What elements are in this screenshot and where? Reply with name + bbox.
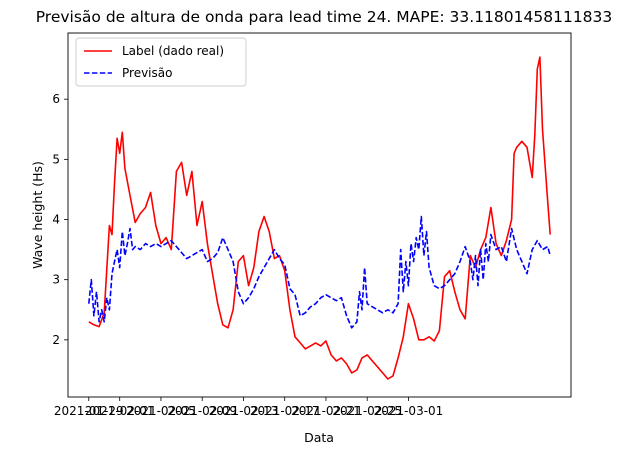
series-line-1 [88,215,551,329]
y-axis-ticks: 2 3 4 5 6 [52,92,68,347]
x-tick-label: 2021-02-09 [167,404,237,418]
x-axis-label: Data [304,430,334,445]
x-tick-label: 2021-01-29 [54,404,124,418]
x-tick-label: 2021-03-01 [374,404,444,418]
plot-frame [67,32,572,398]
chart-title: Previsão de altura de onda para lead tim… [36,8,613,26]
y-tick-label: 4 [52,213,60,227]
x-tick-label: 2021-02-17 [250,404,320,418]
y-axis-label: Wave height (Hs) [30,161,45,269]
legend-box [75,37,247,87]
legend-label-real: Label (dado real) [122,44,224,58]
x-tick-label: 2021-02-13 [209,404,279,418]
y-tick-label: 5 [52,152,60,166]
y-tick-label: 2 [52,333,60,347]
x-tick-label: 2021-02-25 [332,404,402,418]
x-tick-label: 2021-02-05 [126,404,196,418]
series-line-0 [88,56,551,380]
x-tick-label: 2021-02-21 [291,404,361,418]
y-tick-label: 3 [52,273,60,287]
legend-label-forecast: Previsão [122,66,172,80]
legend: Label (dado real) Previsão [75,37,247,87]
series-lines [88,56,551,380]
x-axis-ticks: 2021-01-292021-02-012021-02-052021-02-09… [54,397,443,418]
y-tick-label: 6 [52,92,60,106]
x-tick-label: 2021-02-01 [85,404,155,418]
plot-area [68,33,571,397]
